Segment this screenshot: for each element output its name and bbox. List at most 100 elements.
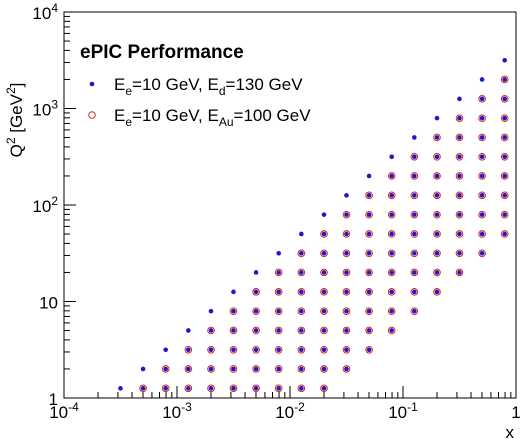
data-point-ed-130 [299, 270, 304, 275]
y-axis-tick-label-base: 1 [49, 390, 58, 409]
data-point-eau-100 [342, 288, 351, 296]
data-point-eau-100 [455, 268, 464, 277]
data-point-eau-100 [500, 95, 509, 103]
data-point-eau-100 [387, 191, 396, 200]
data-point-eau-100 [320, 307, 328, 315]
data-point-ed-130 [457, 115, 462, 121]
data-point-eau-100 [274, 288, 283, 296]
data-point-eau-100 [500, 152, 509, 161]
data-point-ed-130 [412, 270, 417, 275]
data-point-eau-100 [297, 345, 306, 354]
data-point-ed-130 [502, 193, 507, 198]
data-point-ed-130 [412, 173, 417, 179]
data-point-ed-130 [502, 57, 507, 63]
data-point-ed-130 [299, 386, 304, 391]
legend-entry-ed-130: Ee=10 GeV, Ed=130 GeV [114, 75, 303, 98]
data-point-ed-130 [276, 366, 281, 372]
data-point-ed-130 [502, 77, 507, 82]
data-point-ed-130 [253, 289, 259, 295]
data-point-eau-100 [274, 307, 283, 315]
y-axis-tick-label: 10 [39, 294, 58, 313]
data-point-ed-130 [231, 386, 236, 391]
y-axis-tick-label-base: 10 [32, 4, 51, 23]
data-point-eau-100 [455, 152, 464, 161]
data-point-ed-130 [186, 328, 191, 333]
data-point-ed-130 [163, 366, 168, 372]
data-point-eau-100 [229, 345, 238, 354]
data-point-ed-130 [299, 366, 304, 372]
data-point-ed-130 [208, 366, 214, 372]
data-point-eau-100 [297, 249, 306, 258]
data-point-ed-130 [299, 308, 304, 314]
data-point-ed-130 [321, 328, 327, 333]
data-point-eau-100 [207, 326, 215, 335]
data-point-eau-100 [252, 326, 260, 335]
data-point-ed-130 [412, 212, 417, 217]
data-point-ed-130 [479, 77, 485, 82]
data-point-eau-100 [297, 365, 306, 373]
x-axis-tick-label-exponent: -4 [68, 400, 79, 414]
data-point-ed-130 [412, 289, 417, 295]
data-point-eau-100 [207, 365, 215, 373]
data-point-eau-100 [387, 249, 396, 258]
legend-marker-eau-100 [88, 111, 96, 119]
data-point-eau-100 [184, 384, 193, 393]
x-axis-tick-label-base: 10 [162, 403, 181, 422]
data-point-eau-100 [500, 75, 509, 84]
data-point-ed-130 [434, 173, 440, 179]
data-point-eau-100 [478, 210, 486, 219]
data-point-ed-130 [344, 193, 349, 198]
data-point-eau-100 [433, 133, 441, 142]
data-point-ed-130 [186, 366, 191, 372]
data-point-ed-130 [366, 308, 372, 314]
data-point-eau-100 [478, 230, 486, 238]
y-axis-title-sup: 2 [4, 137, 18, 144]
data-point-ed-130 [321, 250, 327, 256]
data-point-ed-130 [366, 347, 372, 353]
x-axis-tick-label-base: 1 [511, 403, 520, 422]
data-point-ed-130 [434, 135, 440, 140]
legend-eau-100-c: =100 GeV [234, 106, 312, 125]
data-point-eau-100 [320, 345, 328, 354]
data-point-eau-100 [365, 268, 373, 277]
data-point-eau-100 [207, 345, 215, 354]
data-point-eau-100 [274, 326, 283, 335]
data-point-ed-130 [389, 173, 394, 179]
y-axis-title-close: ] [7, 83, 26, 88]
data-point-ed-130 [366, 173, 372, 179]
data-point-ed-130 [502, 96, 507, 102]
data-point-eau-100 [478, 172, 486, 180]
legend-title: ePIC Performance [80, 42, 244, 63]
data-point-ed-130 [344, 308, 349, 314]
x-axis-tick-label: 10-2 [275, 400, 305, 422]
data-point-eau-100 [455, 230, 464, 238]
data-point-eau-100 [320, 365, 328, 373]
legend-eau-100-b: =10 GeV, E [132, 106, 219, 125]
data-point-ed-130 [502, 135, 507, 140]
data-point-ed-130 [231, 308, 236, 314]
legend-ed-130-a-sub: e [125, 84, 132, 98]
data-point-eau-100 [433, 288, 441, 296]
data-point-ed-130 [208, 328, 214, 333]
data-point-eau-100 [387, 172, 396, 180]
data-point-eau-100 [500, 210, 509, 219]
data-point-ed-130 [502, 115, 507, 121]
data-point-eau-100 [320, 288, 328, 296]
y-axis-tick-label: 102 [32, 194, 58, 216]
data-point-ed-130 [276, 270, 281, 275]
data-point-ed-130 [253, 308, 259, 314]
data-point-ed-130 [389, 250, 394, 256]
data-point-eau-100 [297, 307, 306, 315]
data-point-eau-100 [365, 230, 373, 238]
x-axis-tick-label: 10-3 [162, 400, 192, 422]
data-point-ed-130 [479, 115, 485, 121]
data-point-eau-100 [342, 268, 351, 277]
data-point-eau-100 [139, 384, 147, 393]
data-point-eau-100 [184, 345, 193, 354]
data-point-ed-130 [479, 212, 485, 217]
data-point-ed-130 [231, 366, 236, 372]
data-point-eau-100 [365, 288, 373, 296]
data-point-eau-100 [478, 152, 486, 161]
data-point-ed-130 [253, 328, 259, 333]
data-point-ed-130 [502, 231, 507, 237]
